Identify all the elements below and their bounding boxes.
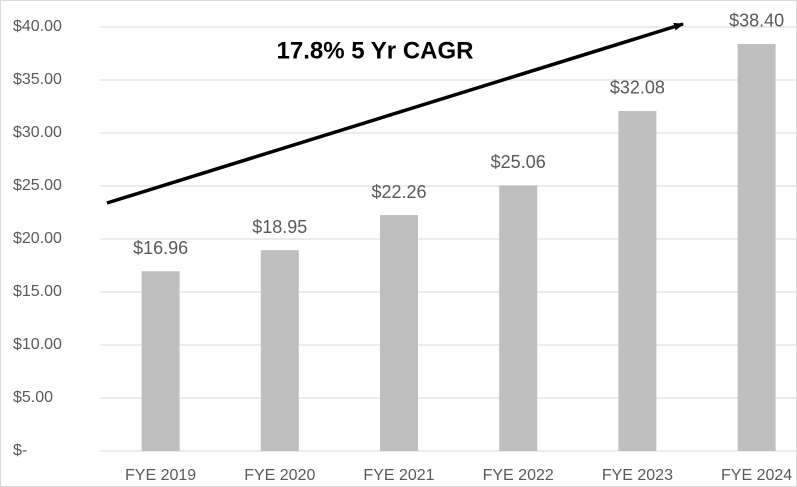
x-tick-label: FYE 2021 [363, 467, 434, 484]
y-tick-label: $30.00 [13, 124, 62, 141]
bar [618, 110, 657, 452]
y-tick-label: $10.00 [13, 336, 62, 353]
y-tick-label: $40.00 [13, 18, 62, 35]
trend-arrow [106, 22, 684, 205]
y-tick-label: $15.00 [13, 283, 62, 300]
y-tick-label: $5.00 [13, 389, 53, 406]
bar [499, 185, 538, 451]
value-label: $22.26 [371, 182, 426, 202]
x-tick-label: FYE 2024 [721, 467, 792, 484]
value-label: $38.40 [729, 11, 784, 31]
x-tick-label: FYE 2022 [483, 467, 554, 484]
bar [737, 43, 776, 452]
plot-area: $- $5.00 $10.00 $15.00 $20.00 $25.00 $30.00 $35… [13, 11, 797, 484]
x-tick-label: FYE 2023 [602, 467, 673, 484]
annotation: 17.8% 5 Yr CAGR [277, 37, 474, 64]
value-label: $25.06 [491, 152, 546, 172]
x-tick-label: FYE 2020 [244, 467, 315, 484]
value-label: $16.96 [133, 238, 188, 258]
y-tick-label: $20.00 [13, 230, 62, 247]
y-tick-label: $- [13, 442, 27, 459]
y-tick-label: $35.00 [13, 71, 62, 88]
value-label: $18.95 [252, 217, 307, 237]
bar [260, 250, 299, 451]
y-tick-label: $25.00 [13, 177, 62, 194]
x-tick-label: FYE 2019 [125, 467, 196, 484]
bar [141, 271, 180, 451]
value-label: $32.08 [610, 78, 665, 98]
bar [380, 215, 418, 451]
